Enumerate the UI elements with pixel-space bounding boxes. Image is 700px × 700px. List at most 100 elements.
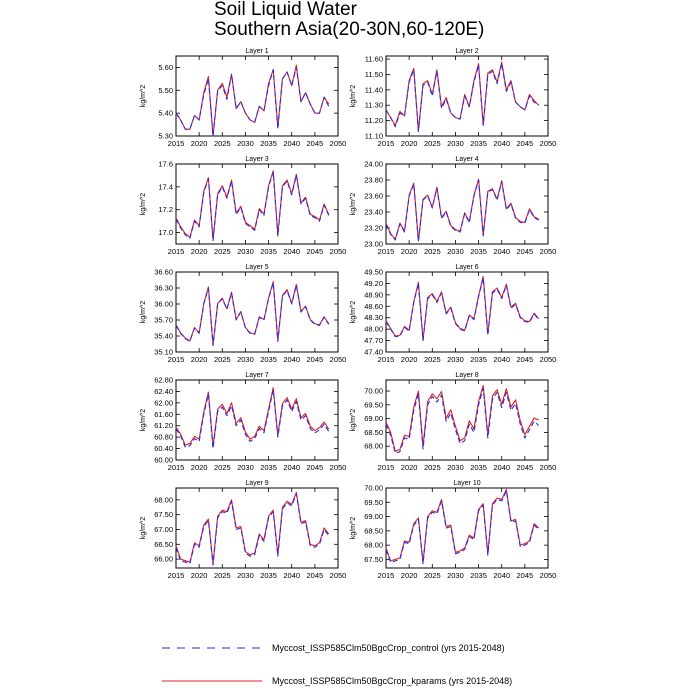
x-tick-label: 2040 [493,355,510,364]
y-tick-label: 60.40 [154,444,173,453]
x-tick-label: 2035 [260,463,277,472]
x-tick-label: 2050 [540,463,557,472]
x-tick-label: 2035 [260,247,277,256]
y-tick-label: 17.0 [158,228,173,237]
y-tick-label: 61.20 [154,421,173,430]
series-line-kparams [385,61,540,132]
y-tick-label: 70.00 [364,484,383,493]
series-line-control [385,63,540,132]
x-tick-label: 2050 [540,355,557,364]
series-line-control [175,66,330,137]
x-tick-label: 2015 [378,571,395,580]
plot-frame [385,271,549,353]
x-tick-label: 2015 [168,247,185,256]
y-tick-label: 11.10 [365,132,383,141]
y-tick-label: 68.00 [364,442,383,451]
y-axis-label: kg/m^2 [140,193,147,215]
y-tick-label: 68.50 [364,428,383,437]
y-tick-label: 67.00 [154,525,173,534]
series-line-kparams [385,276,540,341]
panel-layer-9: Layer 9 66.00 66.50 67.00 67.50 68.00 2015 2020… [140,480,346,580]
y-tick-label: 24.00 [364,160,383,169]
x-tick-label: 2025 [424,463,441,472]
y-tick-label: 49.50 [364,268,383,277]
x-tick-label: 2025 [214,139,231,148]
y-tick-label: 48.60 [364,302,383,311]
plot-frame [175,379,339,461]
panel-title: Layer 3 [245,156,268,163]
y-tick-label: 23.00 [364,240,383,249]
x-tick-label: 2035 [470,247,487,256]
x-tick-label: 2020 [191,139,208,148]
x-tick-label: 2035 [260,139,277,148]
y-tick-label: 66.00 [154,555,173,564]
y-tick-label: 69.00 [364,414,383,423]
y-tick-label: 11.40 [365,85,383,94]
x-tick-label: 2030 [447,571,464,580]
panel-title: Layer 6 [455,264,478,271]
x-tick-label: 2035 [470,463,487,472]
y-tick-label: 35.40 [154,332,173,341]
figure-title-line1: Soil Liquid Water [214,0,357,20]
y-tick-label: 62.00 [154,398,173,407]
y-axis-label: kg/m^2 [350,193,357,215]
x-tick-label: 2030 [447,247,464,256]
x-tick-label: 2040 [283,463,300,472]
x-tick-label: 2025 [424,355,441,364]
x-tick-label: 2035 [470,139,487,148]
series-line-kparams [175,64,330,137]
series-line-control [385,490,540,565]
y-tick-label: 70.00 [364,387,383,396]
x-tick-label: 2035 [470,355,487,364]
y-axis-label: kg/m^2 [140,301,147,323]
panel-layer-8: Layer 8 68.00 68.50 69.00 69.50 70.00 2015 2020… [350,372,556,472]
series-line-control [385,387,540,454]
x-tick-label: 2030 [447,355,464,364]
y-tick-label: 11.60 [365,55,383,64]
panel-title: Layer 7 [245,372,268,379]
x-tick-label: 2030 [447,139,464,148]
y-tick-label: 17.6 [158,160,173,169]
y-tick-label: 47.70 [364,336,383,345]
x-tick-label: 2050 [330,463,347,472]
x-tick-label: 2025 [214,571,231,580]
x-tick-label: 2045 [307,355,324,364]
x-tick-label: 2020 [401,463,418,472]
y-tick-label: 66.50 [154,540,173,549]
x-tick-label: 2025 [424,571,441,580]
series-line-kparams [175,387,330,447]
y-tick-label: 5.40 [158,109,173,118]
plot-frame [175,487,339,569]
y-tick-label: 47.40 [364,348,383,357]
plot-frame [385,55,549,137]
y-tick-label: 67.50 [154,510,173,519]
x-tick-label: 2025 [214,247,231,256]
x-tick-label: 2015 [378,139,395,148]
figure-title-line2: Southern Asia(20-30N,60-120E) [214,19,485,40]
x-tick-label: 2045 [517,139,534,148]
y-tick-label: 48.90 [364,290,383,299]
y-tick-label: 5.50 [158,86,173,95]
x-tick-label: 2035 [260,571,277,580]
panel-title: Layer 1 [245,48,268,55]
panel-layer-3: Layer 3 17.0 17.2 17.4 17.6 2015 2020 2025 2030 2… [140,156,346,256]
y-tick-label: 68.00 [364,541,383,550]
x-tick-label: 2045 [307,247,324,256]
x-tick-label: 2030 [237,463,254,472]
x-tick-label: 2040 [283,355,300,364]
y-tick-label: 36.60 [154,268,173,277]
x-tick-label: 2040 [283,571,300,580]
x-tick-label: 2025 [424,247,441,256]
x-tick-label: 2015 [168,571,185,580]
y-tick-label: 23.40 [364,208,383,217]
y-tick-label: 11.50 [365,70,383,79]
panel-layer-2: Layer 2 11.10 11.20 11.30 11.40 11.50 11.60 201… [350,48,556,148]
x-tick-label: 2045 [307,139,324,148]
y-tick-label: 69.50 [364,400,383,409]
series-line-kparams [175,281,330,346]
y-tick-label: 60.00 [154,456,173,465]
x-tick-label: 2030 [237,139,254,148]
x-tick-label: 2015 [168,463,185,472]
panel-title: Layer 4 [455,156,478,163]
panel-layer-7: Layer 7 60.00 60.40 60.80 61.20 61.60 62.00 62.… [140,372,346,472]
